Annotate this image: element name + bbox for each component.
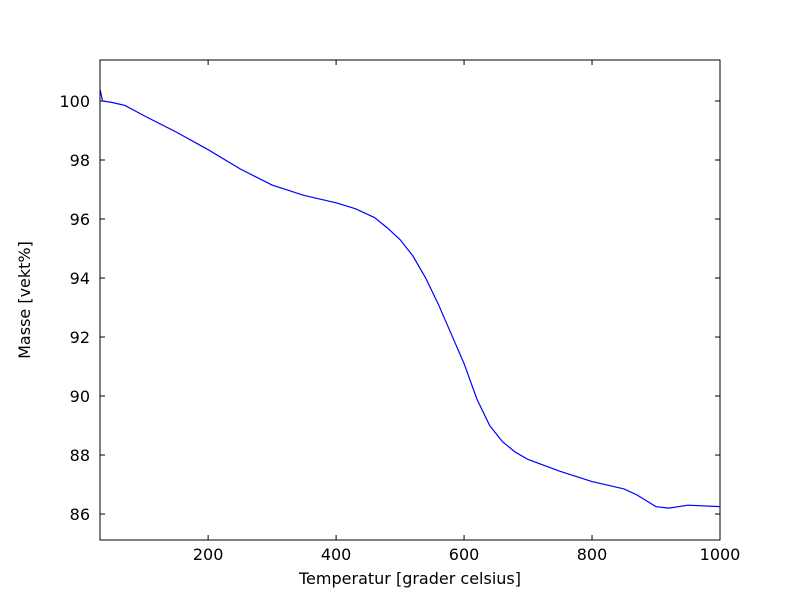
y-tick-label: 98	[70, 151, 90, 170]
y-tick-label: 96	[70, 210, 90, 229]
x-tick-label: 600	[449, 545, 480, 564]
y-axis-label: Masse [vekt%]	[15, 241, 34, 359]
y-tick-label: 86	[70, 505, 90, 524]
data-line	[100, 89, 720, 509]
y-tick-label: 88	[70, 446, 90, 465]
x-tick-label: 400	[321, 545, 352, 564]
x-tick-label: 800	[577, 545, 608, 564]
y-tick-label: 94	[70, 269, 90, 288]
y-tick-label: 100	[59, 92, 90, 111]
x-tick-label: 1000	[700, 545, 741, 564]
plot-frame	[99, 59, 721, 541]
y-tick-label: 90	[70, 387, 90, 406]
x-axis-label: Temperatur [grader celsius]	[298, 569, 521, 588]
y-tick-label: 92	[70, 328, 90, 347]
x-tick-label: 200	[193, 545, 224, 564]
